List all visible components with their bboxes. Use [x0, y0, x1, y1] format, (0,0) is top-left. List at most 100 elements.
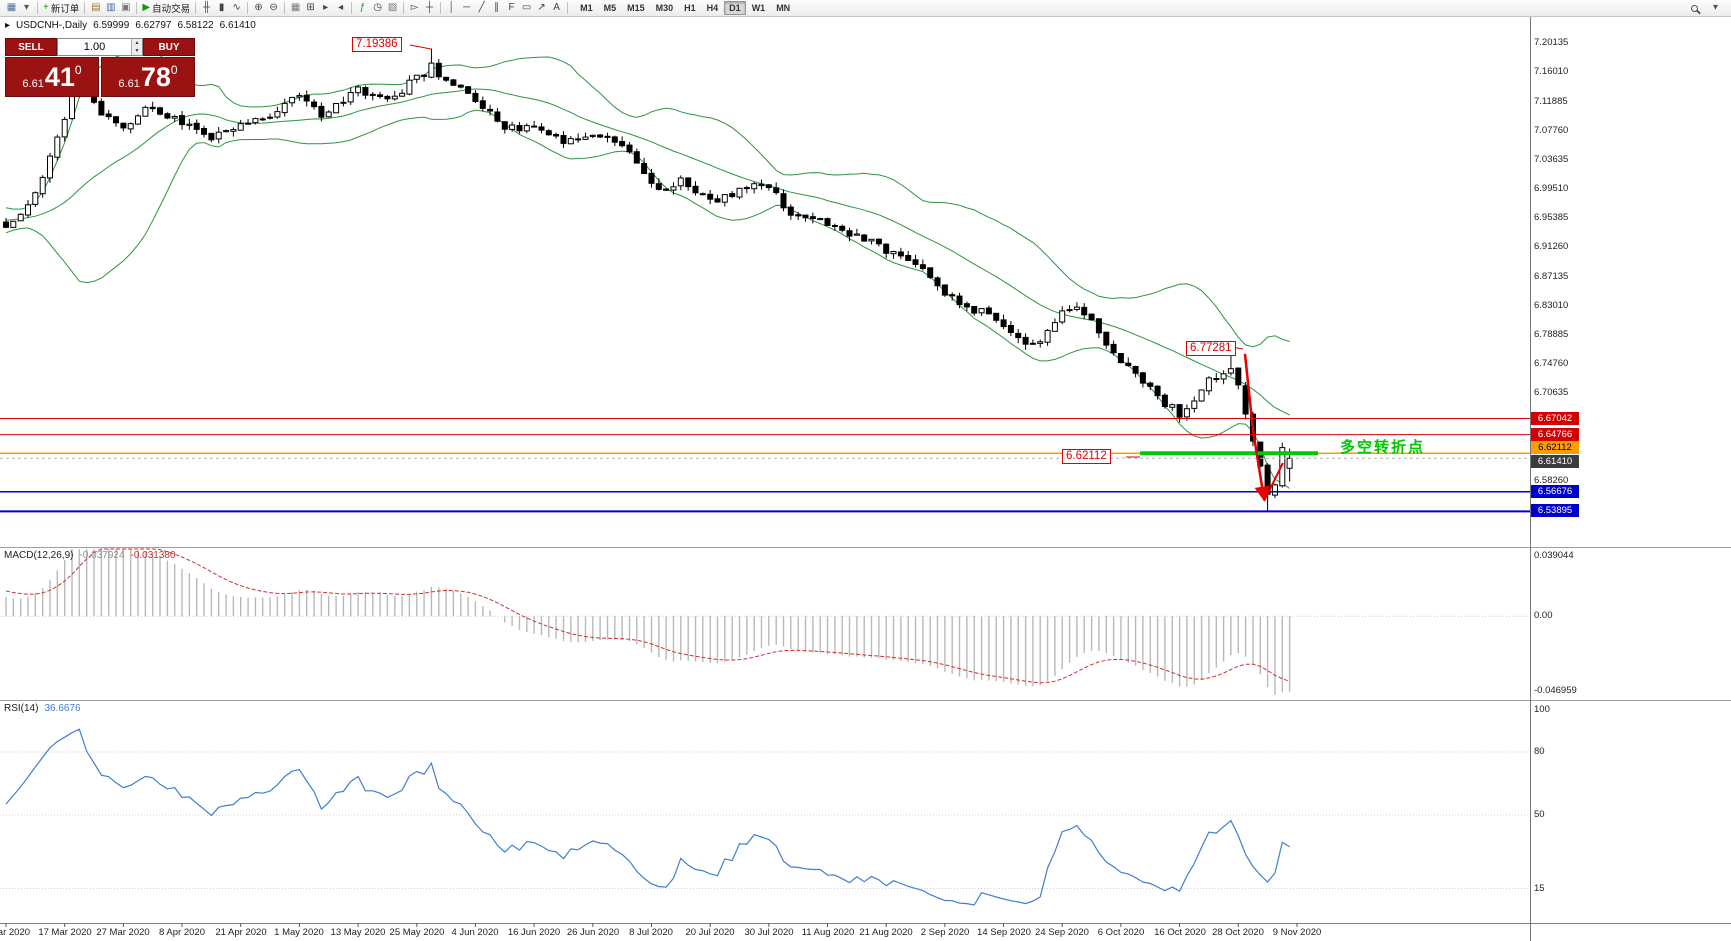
sell-button[interactable]: SELL: [5, 38, 57, 56]
buy-price-point: 0: [170, 63, 178, 77]
toolbar-menu-icon-glyph: ▾: [1712, 2, 1719, 13]
timeframe-w1[interactable]: W1: [751, 3, 766, 13]
toolbar-separator: [440, 2, 442, 14]
timeframe-mn[interactable]: MN: [776, 3, 791, 13]
price-annotation-label: 6.77281: [1186, 341, 1236, 356]
new-chart-icon-glyph: ▦: [6, 2, 17, 13]
time-axis-label: 2 Sep 2020: [920, 927, 970, 938]
charts-window-icon[interactable]: ▥: [103, 1, 118, 16]
buy-button[interactable]: BUY: [143, 38, 195, 56]
time-axis-label: 21 Apr 2020: [215, 927, 267, 938]
price-scale-marker: 6.67042: [1531, 412, 1579, 425]
auto-scroll-icon[interactable]: ▸: [318, 1, 333, 16]
templates-icon[interactable]: ▨: [385, 1, 400, 16]
symbol-marker-icon: ▸: [5, 20, 11, 31]
auto-scroll-icon-glyph: ▸: [323, 2, 329, 13]
templates-icon-glyph: ▨: [387, 2, 398, 13]
zoom-in-icon[interactable]: ⊕: [251, 1, 266, 16]
timeframe-m30[interactable]: M30: [655, 3, 674, 13]
market-watch-icon[interactable]: ▣: [118, 1, 133, 16]
time-axis-label: 28 Oct 2020: [1212, 927, 1264, 938]
vertical-line-icon[interactable]: │: [444, 1, 459, 16]
timeframe-m5[interactable]: M5: [603, 3, 617, 13]
chart-symbol-period: USDCNH-,Daily: [16, 20, 88, 31]
price-scale-label: 6.95385: [1534, 212, 1569, 223]
tile-windows-icon[interactable]: ▦: [288, 1, 303, 16]
cursor-icon[interactable]: ▻: [407, 1, 422, 16]
price-scale-label: 6.70635: [1534, 387, 1569, 398]
lot-decrease-button[interactable]: ▼: [132, 47, 142, 55]
shapes-icon-glyph: ▭: [521, 2, 532, 13]
price-scale-label: 6.99510: [1534, 183, 1569, 194]
chart-list-dropdown-icon[interactable]: ▾: [19, 1, 34, 16]
trendline-icon-glyph: ╱: [478, 2, 485, 13]
buy-price-prefix: 6.61: [118, 78, 140, 90]
indicators-button[interactable]: ƒ: [355, 1, 370, 16]
toolbar-separator: [284, 2, 286, 14]
periods-icon[interactable]: ◷: [370, 1, 385, 16]
panel-separators: [0, 16, 1731, 941]
toolbar-separator: [84, 2, 86, 14]
trend-arrow: [1243, 353, 1270, 502]
grid-icon[interactable]: ⊞: [303, 1, 318, 16]
price-scale-label: 6.78885: [1534, 329, 1569, 340]
macd-main-value: -0.037924: [79, 550, 125, 561]
buy-price-button[interactable]: 6.61 78 0: [101, 57, 195, 97]
horizontal-line-icon[interactable]: ─: [459, 1, 474, 16]
time-axis-label: 17 Mar 2020: [38, 927, 92, 938]
bounce-line: [1263, 462, 1284, 502]
new-order-button[interactable]: + 新订单: [41, 1, 81, 16]
search-icon[interactable]: [1687, 1, 1702, 16]
sell-price-button[interactable]: 6.61 41 0: [5, 57, 99, 97]
price-scale-marker: 6.64766: [1531, 428, 1579, 441]
toolbar-separator: [403, 2, 405, 14]
chart-note-text: 多空转折点: [1340, 439, 1426, 456]
lot-increase-button[interactable]: ▲: [132, 39, 142, 47]
toolbar-separator: [247, 2, 249, 14]
zoom-out-icon[interactable]: ⊖: [266, 1, 281, 16]
sell-price-pips: 41: [44, 61, 75, 92]
time-axis-label: 13 May 2020: [330, 927, 386, 938]
crosshair-icon[interactable]: ┼: [422, 1, 437, 16]
timeframe-h4[interactable]: H4: [706, 3, 719, 13]
ohlc-open: 6.59999: [93, 20, 130, 31]
time-axis-label: 4 Jun 2020: [451, 927, 499, 938]
zoom-in-icon-glyph: ⊕: [254, 2, 263, 13]
buy-price-pips: 78: [140, 61, 171, 92]
bar-chart-icon[interactable]: ╫: [199, 1, 214, 16]
toolbar-separator: [37, 2, 38, 14]
arrows-icon[interactable]: ↗: [534, 1, 549, 16]
new-order-button-glyph: +: [43, 2, 49, 13]
candlestick-chart-icon[interactable]: ▮: [214, 1, 229, 16]
trendline-icon[interactable]: ╱: [474, 1, 489, 16]
equidistant-channel-icon[interactable]: ∥: [489, 1, 504, 16]
new-chart-icon[interactable]: ▦: [4, 1, 19, 16]
timeframe-h1[interactable]: H1: [684, 3, 696, 13]
price-scale-label: 7.11885: [1534, 96, 1568, 107]
fibonacci-icon[interactable]: F: [504, 1, 519, 16]
line-chart-icon[interactable]: ∿: [229, 1, 244, 16]
profiles-icon[interactable]: ▤: [88, 1, 103, 16]
macd-scale-label: 0.00: [1534, 610, 1553, 621]
lot-spinner: ▲ ▼: [131, 39, 142, 55]
chart-shift-icon[interactable]: ◂: [333, 1, 348, 16]
timeframe-d1[interactable]: D1: [724, 1, 746, 15]
one-click-trading-panel: SELL ▲ ▼ BUY 6.61 41 0 6.61 78 0: [5, 38, 195, 97]
price-scale-marker: 6.56676: [1531, 485, 1579, 498]
timeframe-toolbar: M1 M5 M15 M30 H1 H4 D1 W1 MN: [575, 1, 795, 15]
timeframe-m1[interactable]: M1: [580, 3, 593, 13]
timeframe-m15[interactable]: M15: [627, 3, 645, 13]
shapes-icon[interactable]: ▭: [519, 1, 534, 16]
lot-size-input[interactable]: [58, 39, 131, 55]
time-axis-label: 21 Aug 2020: [859, 927, 913, 938]
rsi-scale-label: 50: [1534, 809, 1545, 820]
toolbar-menu-icon[interactable]: ▾: [1708, 1, 1723, 16]
zoom-out-icon-glyph: ⊖: [269, 2, 278, 13]
toolbar-separator: [351, 2, 353, 14]
periods-icon-glyph: ◷: [373, 2, 382, 13]
autotrade-button-text: 自动交易: [152, 4, 191, 15]
text-icon[interactable]: A: [549, 1, 564, 16]
autotrade-button[interactable]: ▶ 自动交易: [140, 1, 192, 16]
ohlc-low: 6.58122: [177, 20, 214, 31]
